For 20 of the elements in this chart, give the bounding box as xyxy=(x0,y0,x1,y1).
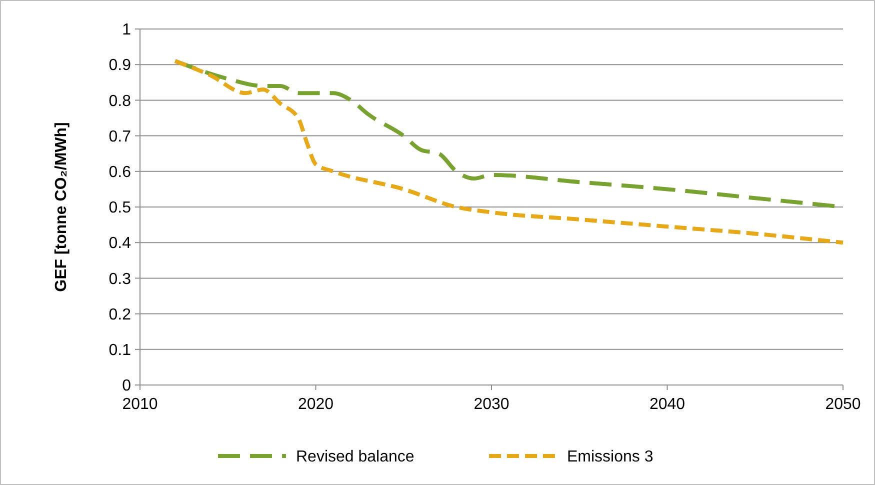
y-tick-label: 0.5 xyxy=(108,200,132,217)
y-tick-label: 1 xyxy=(122,22,132,39)
line-series xyxy=(173,59,845,245)
x-tick-label: 2010 xyxy=(122,396,158,413)
x-tick-label: 2020 xyxy=(298,396,334,413)
y-tick-label: 0.9 xyxy=(108,57,132,74)
y-tick-label: 0.3 xyxy=(108,270,132,288)
y-tick-label: 0.6 xyxy=(108,164,132,181)
x-tick-label: 2030 xyxy=(474,396,510,413)
y-axis-title: GEF [tonne CO₂/MWh] xyxy=(53,122,70,292)
y-tick-label: 0.7 xyxy=(108,128,132,146)
y-tick-label: 0.4 xyxy=(108,235,132,252)
y-tick-label: 0 xyxy=(122,378,132,395)
legend-label: Revised balance xyxy=(296,448,414,466)
y-tick-label: 0.8 xyxy=(108,92,132,110)
x-tick-label: 2040 xyxy=(649,396,686,413)
x-tick-label: 2050 xyxy=(825,396,861,413)
y-tick-label: 0.1 xyxy=(108,342,132,359)
y-tick-label: 0.2 xyxy=(108,306,132,324)
legend-label: Emissions 3 xyxy=(567,448,654,466)
